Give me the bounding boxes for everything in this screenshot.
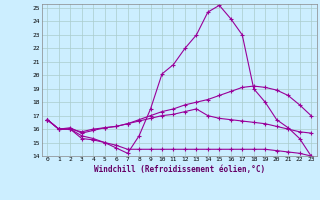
X-axis label: Windchill (Refroidissement éolien,°C): Windchill (Refroidissement éolien,°C) <box>94 165 265 174</box>
